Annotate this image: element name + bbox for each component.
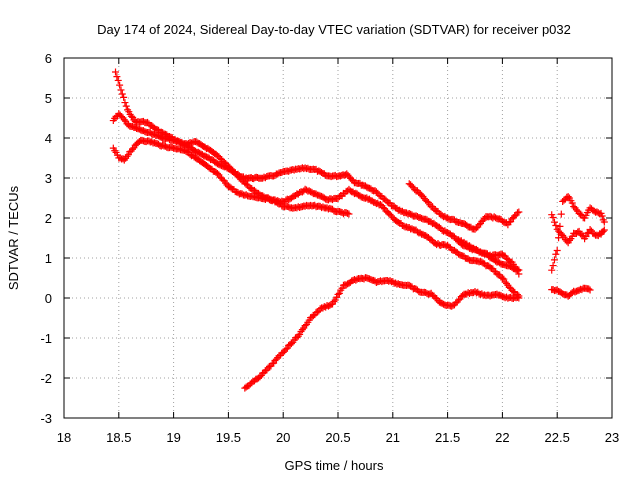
data-point [586,226,594,234]
data-point [513,267,521,275]
data-point [120,116,128,124]
data-point [572,206,580,214]
data-point [344,209,352,217]
x-tick-label: 18 [57,430,71,445]
series-trace-1 [112,68,523,274]
y-tick-label: 2 [45,211,52,226]
data-point [213,169,221,177]
data-point [282,345,290,353]
series-trace-9 [548,284,594,300]
y-tick-label: 3 [45,171,52,186]
data-point [124,151,132,159]
data-point [515,208,523,216]
data-point [550,218,558,226]
chart-title: Day 174 of 2024, Sidereal Day-to-day VTE… [97,22,571,37]
data-point [334,290,342,298]
x-tick-label: 20.5 [325,430,350,445]
data-point [127,112,135,120]
y-tick-label: 1 [45,251,52,266]
x-tick-label: 19.5 [216,430,241,445]
x-axis-label: GPS time / hours [285,458,384,473]
data-point [116,81,124,89]
data-point [598,212,606,220]
y-tick-label: 5 [45,91,52,106]
data-point [498,274,506,282]
data-point [256,373,264,381]
y-tick-label: -1 [40,331,52,346]
data-point [500,275,508,283]
axis-ticks: 18 18.5 19 19.5 20 20.5 21 21.5 22 22.5 23-3-2-101… [40,51,619,445]
data-point [113,73,121,81]
data-point [330,298,338,306]
x-tick-label: 21.5 [435,430,460,445]
x-tick-label: 23 [605,430,619,445]
x-tick-label: 19 [166,430,180,445]
data-point [511,263,519,271]
data-point [118,90,126,98]
y-tick-label: 6 [45,51,52,66]
data-point [552,250,560,258]
series-trace-2 [109,110,353,218]
series-trace-8 [548,211,608,247]
data-points [109,68,608,392]
y-tick-label: 4 [45,131,52,146]
data-point [345,210,353,218]
series-trace-7 [548,193,608,274]
x-tick-label: 22 [495,430,509,445]
series-trace-6 [241,274,523,392]
data-point [549,262,557,270]
y-tick-label: -2 [40,371,52,386]
data-point [600,218,608,226]
data-point [114,76,122,84]
series-trace-4 [405,180,523,233]
data-point [548,266,556,274]
data-point [557,210,565,218]
data-point [549,213,557,221]
data-point [564,193,572,201]
data-point [287,340,295,348]
data-point [559,232,567,240]
y-tick-label: -3 [40,411,52,426]
series-trace-3 [109,136,523,300]
data-point [117,86,125,94]
data-point [121,99,129,107]
data-point [586,286,594,294]
data-point [552,222,560,230]
data-point [513,209,521,217]
series-trace-5 [455,236,523,278]
data-point [599,227,607,235]
data-point [553,246,561,254]
data-point [550,256,558,264]
data-point [335,289,343,297]
data-point [582,233,590,241]
data-point [515,294,523,302]
x-tick-label: 21 [386,430,400,445]
data-point [585,285,593,293]
data-point [515,270,523,278]
x-tick-label: 18.5 [106,430,131,445]
y-axis-label: SDTVAR / TECUs [6,185,21,290]
data-point [568,199,576,207]
data-point [122,102,130,110]
x-tick-label: 22.5 [545,430,570,445]
data-point [120,93,128,101]
data-point [513,293,521,301]
data-point [600,226,608,234]
y-tick-label: 0 [45,291,52,306]
data-point [123,152,131,160]
data-point [129,145,136,153]
data-point [112,68,120,76]
data-point [298,326,306,334]
x-tick-label: 20 [276,430,290,445]
